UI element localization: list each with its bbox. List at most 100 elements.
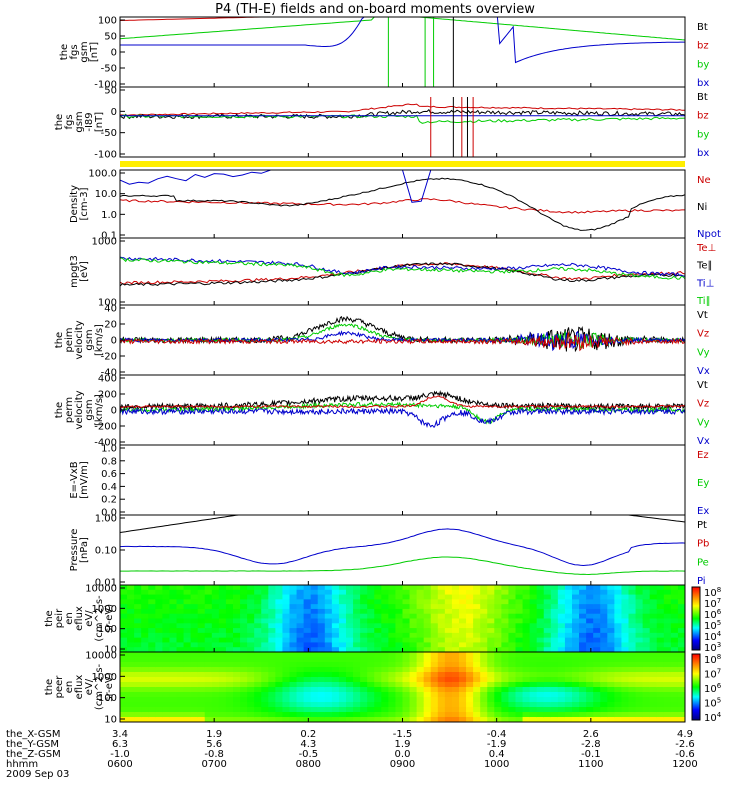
ytick-peir-0: 10000 [85, 584, 117, 595]
ylabel-pressure-1: [nPa] [79, 537, 90, 563]
density-ni-line [120, 177, 685, 231]
footer-value-0-1: 1.9 [206, 729, 222, 740]
footer-label-0: the_X-GSM [6, 729, 60, 740]
ylabel-velperm-2: velocity [74, 390, 85, 429]
chart-title: P4 (TH-E) fields and on-board moments ov… [215, 2, 535, 17]
legend-velperm-0: Vt [697, 380, 708, 391]
legend-veleom-0: Vt [697, 310, 708, 321]
temp-tipar-line [120, 257, 685, 280]
ytick-pressure-1: 0.10 [95, 546, 117, 557]
ylabel-peer-1: peer [54, 675, 65, 699]
footer-value-3-0: 0600 [107, 759, 132, 770]
fgs-by-line [120, 17, 685, 41]
legend-pressure-3: Pi [697, 576, 706, 587]
velperm-vy-line-group [120, 401, 685, 425]
panel-frame-fgs [119, 16, 686, 88]
footer-value-0-2: 0.2 [300, 729, 316, 740]
footer-label-3: hhmm [6, 759, 38, 770]
ytick-fgl-2: -50 [101, 128, 117, 139]
veleom-vz-line [120, 330, 685, 352]
veleom-vz-line-group [120, 330, 685, 352]
legend-temp-1: Te∥ [696, 261, 713, 272]
legend-fgs-3: bx [697, 78, 709, 89]
footer-value-2-6: -0.6 [675, 749, 695, 760]
pressure-pe-line-group [120, 556, 685, 576]
ytick-peer-2: 100 [98, 693, 117, 704]
pressure-pi-line-group [120, 528, 685, 567]
ylabel-velperm-0: the [54, 402, 65, 418]
veleom-vt-line [120, 315, 685, 353]
temp-tipar-line-group [120, 257, 685, 280]
legend-pressure-0: Pt [697, 520, 707, 531]
legend-efield-2: Ex [697, 506, 709, 517]
legend-efield-0: Ez [697, 450, 709, 461]
legend-temp-2: Ti⊥ [696, 278, 714, 289]
legend-temp-0: Te⊥ [696, 243, 716, 254]
ytick-peir-1: 1000 [92, 604, 117, 615]
ytick-temp-0: 1000 [92, 237, 117, 248]
ylabel-temp-1: [eV] [79, 261, 90, 282]
legend-fgl-0: Bt [697, 92, 708, 103]
legend-fgs-1: bz [697, 41, 709, 52]
ytick-peer-1: 1000 [92, 672, 117, 683]
fgl-bz-line-group [120, 103, 685, 117]
ylabel-peer-2: en [64, 681, 75, 694]
ylabel-veleom-3: gsm [84, 329, 95, 350]
legend-temp-3: Ti∥ [696, 296, 711, 307]
footer-value-3-4: 1000 [484, 759, 509, 770]
status-bar [120, 161, 685, 167]
legend-efield-1: Ey [697, 478, 709, 489]
colorbar-label-peer-1: 107 [704, 668, 721, 681]
ylabel-peir-6: sr-eV) [104, 604, 115, 633]
pressure-pt-line-group [120, 515, 685, 533]
ylabel-efield-1: [mV/m] [79, 461, 90, 499]
ytick-velperm-0: 400 [98, 374, 117, 385]
footer-value-2-1: -0.8 [204, 749, 224, 760]
ytick-peir-3: 10 [104, 645, 117, 656]
colorbar-peer [691, 653, 701, 721]
fgs-bz-line [120, 17, 685, 21]
ylabel-velperm-1: perm [64, 397, 75, 423]
ytick-fgs-0: 100 [98, 16, 117, 27]
footer-value-1-6: -2.6 [675, 739, 695, 750]
footer-value-2-2: -0.5 [299, 749, 319, 760]
ytick-peir-2: 100 [98, 624, 117, 635]
legend-density-0: Ne [697, 175, 711, 186]
legend-velperm-3: Vx [697, 436, 710, 447]
ylabel-peer-3: eflux [74, 675, 85, 700]
ylabel-peir-2: en [64, 612, 75, 625]
legend-veleom-1: Vz [697, 329, 709, 340]
pressure-pt-line [120, 515, 685, 533]
footer-value-0-4: -0.4 [487, 729, 507, 740]
ytick-efield-5: 0.0 [101, 508, 117, 519]
ytick-fgs-1: 50 [104, 32, 117, 43]
ylabel-fgl-4: [nT] [94, 112, 105, 132]
ytick-veleom-4: -40 [101, 368, 117, 379]
footer-value-1-1: 5.6 [206, 739, 222, 750]
legend-velperm-1: Vz [697, 399, 709, 410]
footer-value-3-1: 0700 [201, 759, 226, 770]
ylabel-peir-0: the [44, 610, 55, 626]
panel-frame-fgl [119, 86, 686, 158]
velperm-vz-line [120, 395, 685, 409]
density-npot-line [120, 170, 685, 203]
footer-value-1-5: -2.8 [581, 739, 601, 750]
panel-frame-efield [119, 444, 686, 516]
ytick-density-3: 0.1 [101, 231, 117, 242]
ylabel-peer-0: the [44, 679, 55, 695]
legend-density-1: Ni [697, 202, 707, 213]
ytick-efield-2: 0.6 [101, 469, 117, 480]
ytick-fgs-2: 0 [111, 48, 117, 59]
ylabel-efield-0: E=-VxB [69, 461, 80, 498]
ylabel-peir-5: (cm^2-s- [94, 595, 105, 642]
ylabel-peer-6: sr-eV) [104, 672, 115, 701]
ytick-fgl-3: -100 [94, 150, 117, 161]
legend-fgs-2: by [697, 59, 709, 70]
ylabel-peir-4: eV/ [84, 610, 95, 627]
ylabel-veleom-1: peim [64, 327, 75, 352]
ylabel-fgl-0: the [54, 114, 65, 130]
ylabel-velperm-4: [km/s] [94, 394, 105, 426]
ytick-fgl-0: 50 [104, 86, 117, 97]
ytick-efield-3: 0.4 [101, 482, 117, 493]
